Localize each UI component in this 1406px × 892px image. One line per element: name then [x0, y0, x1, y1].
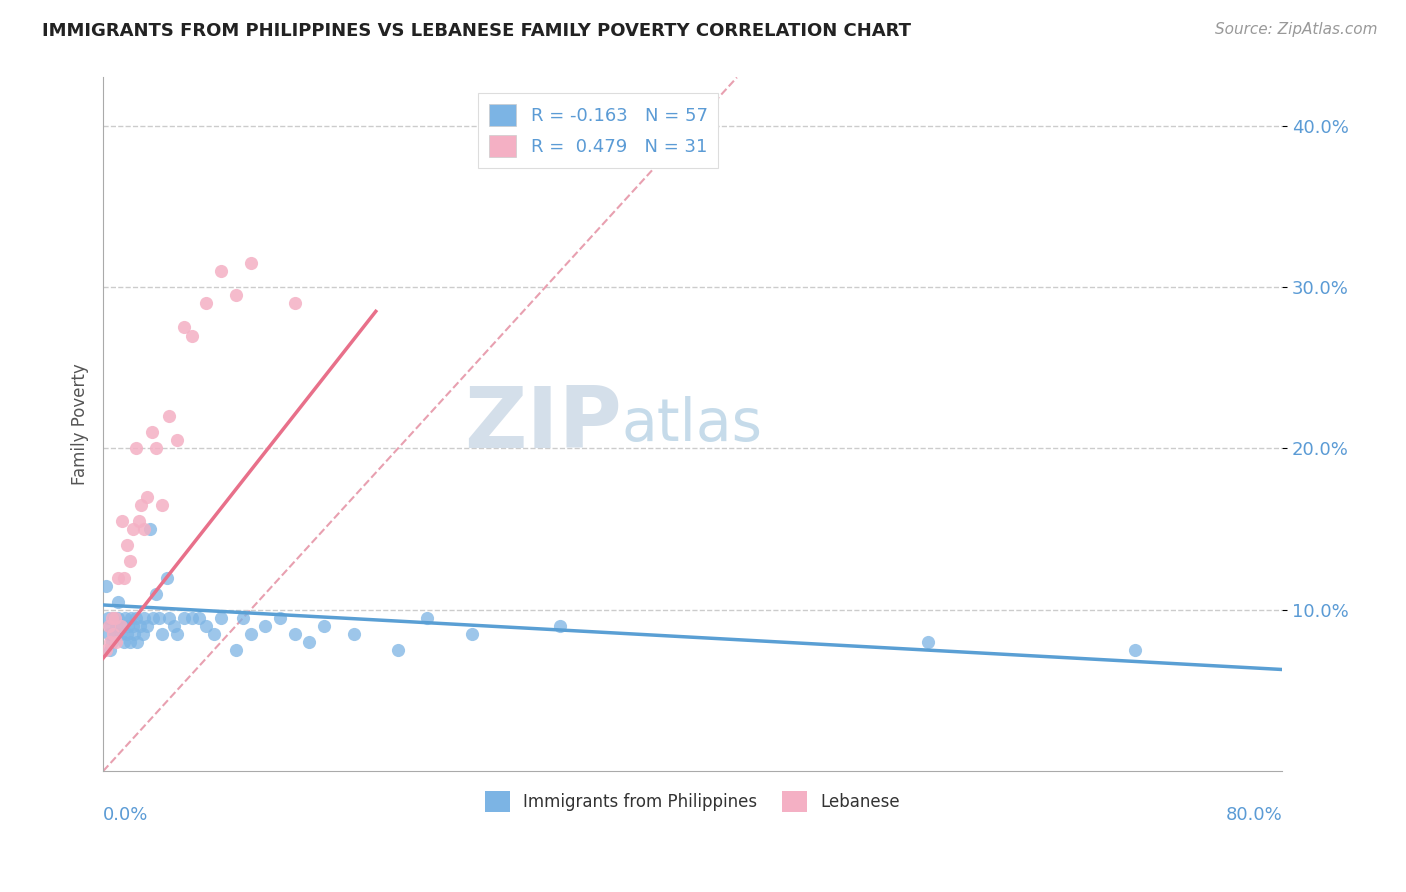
Point — [103, 611, 125, 625]
Point — [166, 627, 188, 641]
Point — [124, 611, 146, 625]
Point — [121, 522, 143, 536]
Point — [100, 619, 122, 633]
Point — [209, 611, 232, 625]
Point — [298, 635, 321, 649]
Point — [159, 409, 181, 424]
Point — [134, 611, 156, 625]
Point — [284, 296, 307, 310]
Point — [94, 579, 117, 593]
Text: 80.0%: 80.0% — [1226, 805, 1282, 824]
Point — [103, 627, 125, 641]
Point — [284, 627, 307, 641]
Point — [136, 490, 159, 504]
Point — [387, 643, 409, 657]
Point — [111, 619, 134, 633]
Point — [180, 611, 202, 625]
Point — [104, 611, 127, 625]
Point — [142, 611, 165, 625]
Point — [118, 554, 141, 568]
Point — [129, 619, 152, 633]
Point — [112, 570, 135, 584]
Point — [145, 442, 167, 456]
Point — [159, 611, 181, 625]
Point — [163, 619, 186, 633]
Text: 0.0%: 0.0% — [103, 805, 149, 824]
Point — [269, 611, 291, 625]
Point — [195, 296, 218, 310]
Point — [416, 611, 439, 625]
Point — [314, 619, 336, 633]
Y-axis label: Family Poverty: Family Poverty — [72, 363, 89, 485]
Point — [118, 635, 141, 649]
Point — [107, 611, 129, 625]
Point — [145, 587, 167, 601]
Point — [98, 619, 121, 633]
Point — [120, 611, 142, 625]
Point — [150, 627, 173, 641]
Point — [107, 595, 129, 609]
Point — [195, 619, 218, 633]
Text: ZIP: ZIP — [464, 383, 621, 466]
Point — [254, 619, 277, 633]
Point — [187, 611, 209, 625]
Point — [107, 570, 129, 584]
Point — [136, 619, 159, 633]
Point — [100, 643, 122, 657]
Point — [114, 611, 136, 625]
Point — [100, 635, 122, 649]
Point — [104, 627, 127, 641]
Point — [131, 498, 153, 512]
Point — [460, 627, 482, 641]
Point — [548, 619, 571, 633]
Point — [141, 425, 163, 440]
Point — [115, 538, 138, 552]
Point — [166, 434, 188, 448]
Point — [917, 635, 939, 649]
Point — [155, 570, 177, 584]
Point — [139, 522, 162, 536]
Point — [124, 442, 146, 456]
Point — [101, 635, 124, 649]
Text: atlas: atlas — [621, 396, 763, 453]
Point — [132, 627, 155, 641]
Point — [232, 611, 254, 625]
Point — [134, 522, 156, 536]
Point — [112, 635, 135, 649]
Point — [128, 514, 150, 528]
Point — [180, 328, 202, 343]
Point — [110, 619, 132, 633]
Point — [111, 514, 134, 528]
Point — [94, 643, 117, 657]
Point — [121, 619, 143, 633]
Point — [343, 627, 366, 641]
Point — [115, 627, 138, 641]
Point — [225, 288, 247, 302]
Point — [110, 627, 132, 641]
Point — [239, 627, 262, 641]
Point — [239, 256, 262, 270]
Point — [125, 635, 148, 649]
Point — [173, 320, 195, 334]
Point — [150, 498, 173, 512]
Point — [101, 611, 124, 625]
Point — [173, 611, 195, 625]
Point — [98, 627, 121, 641]
Point — [209, 264, 232, 278]
Point — [105, 619, 128, 633]
Point — [96, 611, 118, 625]
Point — [1123, 643, 1146, 657]
Point — [225, 643, 247, 657]
Point — [105, 635, 128, 649]
Point — [148, 611, 170, 625]
Point — [122, 627, 145, 641]
Legend: Immigrants from Philippines, Lebanese: Immigrants from Philippines, Lebanese — [478, 785, 907, 818]
Point — [202, 627, 225, 641]
Text: Source: ZipAtlas.com: Source: ZipAtlas.com — [1215, 22, 1378, 37]
Point — [117, 619, 139, 633]
Text: IMMIGRANTS FROM PHILIPPINES VS LEBANESE FAMILY POVERTY CORRELATION CHART: IMMIGRANTS FROM PHILIPPINES VS LEBANESE … — [42, 22, 911, 40]
